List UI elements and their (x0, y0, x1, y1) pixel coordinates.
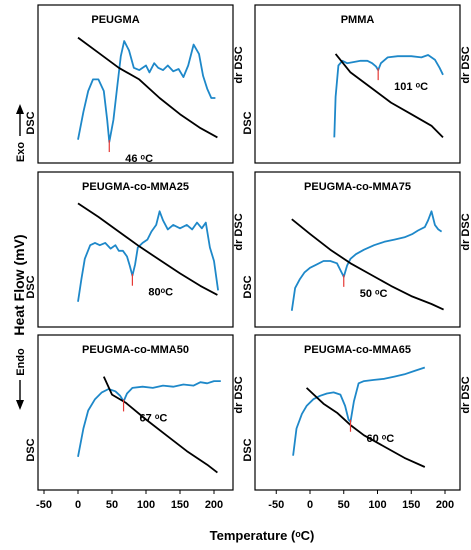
dsc-curve (77, 380, 221, 457)
panel-frame (37, 171, 234, 328)
dr-dsc-curve (77, 36, 218, 139)
panel-2: PMMA DSC dr DSC 101 ᵒC (242, 4, 471, 164)
panel-frame (254, 4, 461, 164)
x-tick-label: 50 (106, 499, 118, 511)
dsc-axis-label: DSC (25, 275, 37, 298)
dsc-axis-label: DSC (242, 438, 254, 461)
x-tick-label: 100 (137, 499, 155, 511)
dr-dsc-curve (102, 376, 218, 474)
dr-dsc-curve (334, 53, 444, 139)
panel-title: PEUGMA-co-MMA65 (304, 344, 411, 356)
peak-annotation: 67 ᵒC (140, 412, 168, 424)
x-tick-label: 50 (338, 499, 350, 511)
dr-dsc-curve (305, 387, 426, 468)
panel-title: PEUGMA (91, 14, 139, 26)
dr-dsc-axis-label: dr DSC (233, 376, 245, 413)
dsc-axis-label: DSC (25, 438, 37, 461)
y-axis-label: Heat Flow (mV) (11, 234, 27, 335)
dsc-curve (292, 366, 426, 456)
panel-1: PEUGMA DSC dr DSC 46 ᵒC (25, 4, 245, 165)
panel-6: PEUGMA-co-MMA65 DSC dr DSC 60 ᵒC (242, 334, 471, 491)
dr-dsc-axis-label: dr DSC (233, 213, 245, 250)
x-axis-label: Temperature (ᵒC) (210, 528, 315, 543)
panel-frame (37, 4, 234, 164)
x-tick-label: 100 (368, 499, 386, 511)
exo-label: Exo (15, 142, 27, 162)
x-tick-label: -50 (268, 499, 284, 511)
panel-title: PEUGMA-co-MMA50 (82, 344, 189, 356)
dsc-curve (290, 210, 443, 311)
dsc-curve (333, 54, 444, 138)
panel-frame (254, 334, 461, 491)
x-tick-label: 200 (205, 499, 223, 511)
panel-frame (37, 334, 234, 491)
dsc-curve (77, 40, 216, 143)
x-tick-label: 0 (75, 499, 81, 511)
peak-annotation: 80ᵒC (148, 287, 173, 299)
dr-dsc-axis-label: dr DSC (460, 213, 471, 250)
panel-4: PEUGMA-co-MMA75 DSC dr DSC 50 ᵒC (242, 171, 471, 328)
x-tick-label: 200 (436, 499, 454, 511)
panel-5: PEUGMA-co-MMA50 DSC dr DSC 67 ᵒC (25, 334, 245, 491)
x-tick-label: 150 (171, 499, 189, 511)
dr-dsc-curve (77, 202, 218, 296)
endo-arrow-head (16, 400, 24, 410)
endo-label: Endo (15, 348, 27, 376)
x-tick-label: 0 (307, 499, 313, 511)
panel-title: PEUGMA-co-MMA25 (82, 181, 189, 193)
dr-dsc-axis-label: dr DSC (233, 46, 245, 83)
panel-title: PEUGMA-co-MMA75 (304, 181, 411, 193)
dsc-axis-label: DSC (242, 275, 254, 298)
peak-annotation: 101 ᵒC (394, 81, 428, 93)
dr-dsc-curve (291, 218, 444, 311)
x-tick-label: 150 (402, 499, 420, 511)
dsc-axis-label: DSC (25, 111, 37, 134)
peak-annotation: 50 ᵒC (360, 288, 388, 300)
dr-dsc-axis-label: dr DSC (460, 376, 471, 413)
dsc-axis-label: DSC (242, 111, 254, 134)
x-tick-label: -50 (36, 499, 52, 511)
dr-dsc-axis-label: dr DSC (460, 46, 471, 83)
peak-annotation: 46 ᵒC (125, 153, 153, 165)
dsc-curve (77, 210, 219, 302)
panel-3: PEUGMA-co-MMA25 DSC dr DSC 80ᵒC (25, 171, 245, 328)
exo-arrow-head (16, 104, 24, 114)
peak-annotation: 60 ᵒC (367, 433, 395, 445)
panel-title: PMMA (341, 14, 375, 26)
x-tick-labels-right: -50 0 50 100 150 200 (268, 490, 454, 511)
panel-frame (254, 171, 461, 328)
x-tick-labels-left: -50 0 50 100 150 200 (36, 490, 223, 511)
